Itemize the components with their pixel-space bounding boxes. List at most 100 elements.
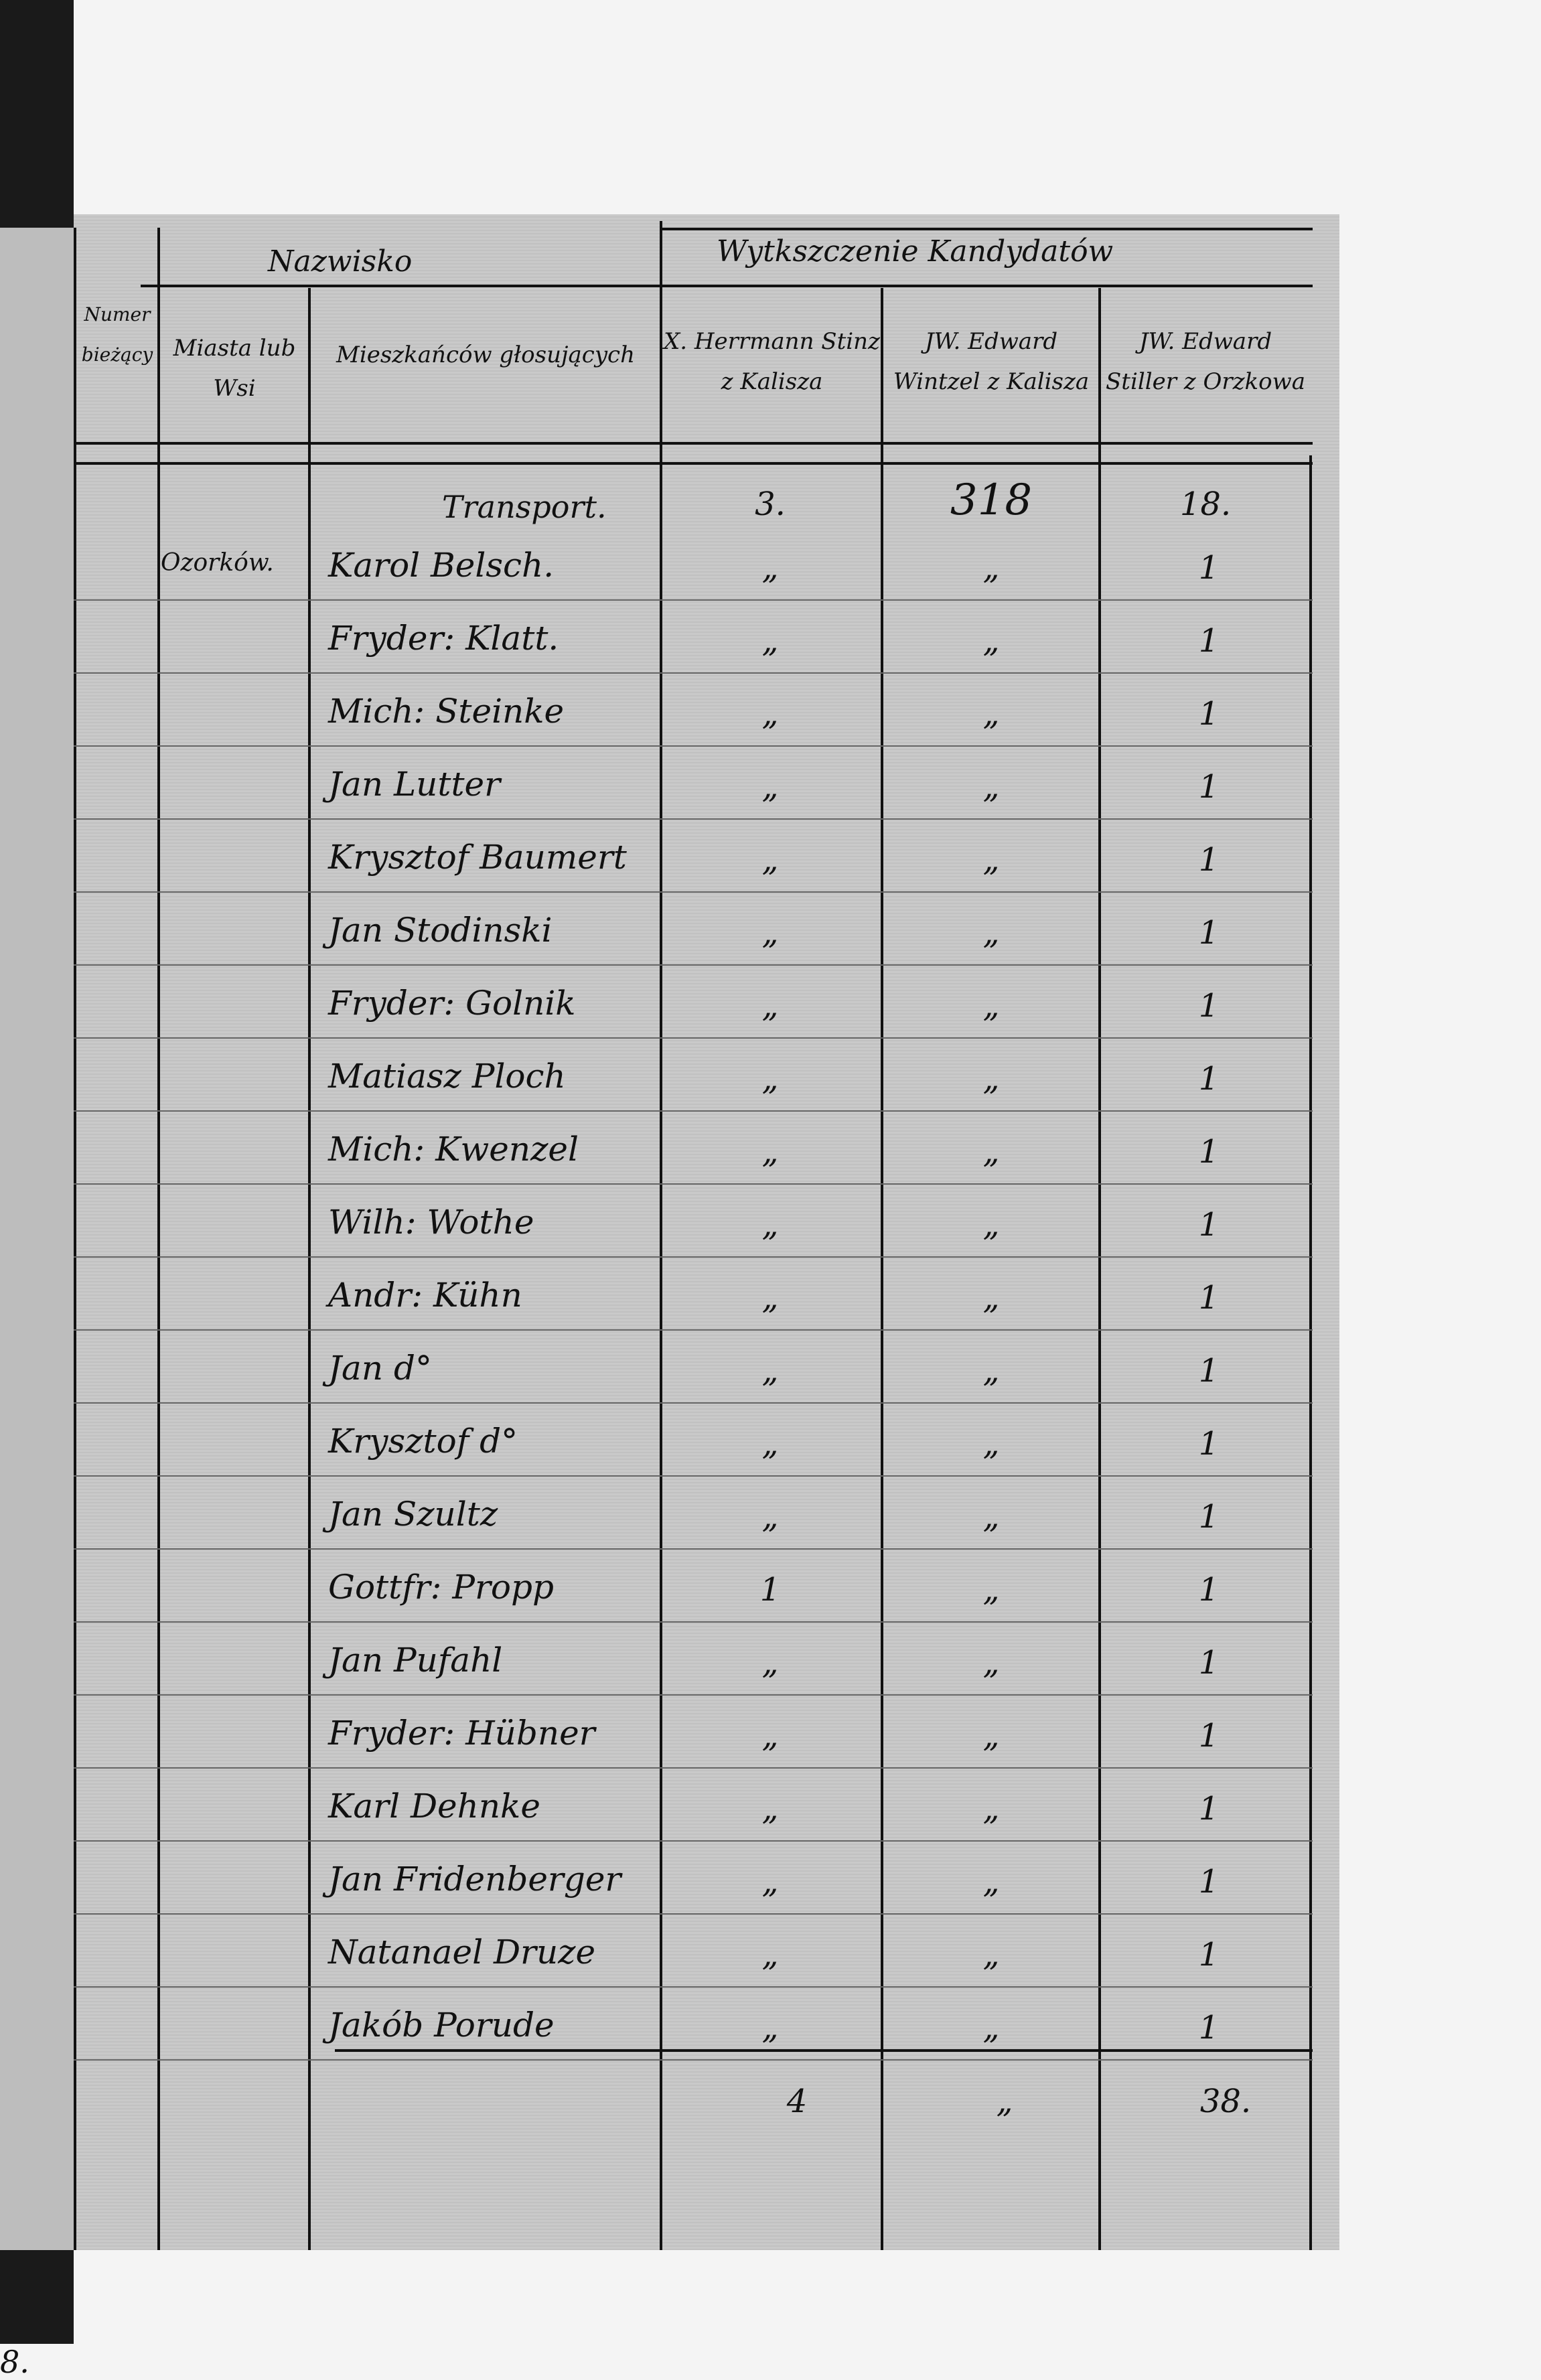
- total-value-3: 38.: [1199, 2083, 1252, 2120]
- resident-name: Jan Lutter: [328, 765, 501, 804]
- resident-name: Karol Belsch.: [328, 546, 555, 585]
- total-rule: [335, 2049, 1313, 2052]
- vote-cell: „: [761, 1352, 779, 1390]
- row-rule: [74, 1402, 1313, 1404]
- vote-cell: „: [982, 1133, 1000, 1171]
- resident-name: Fryder: Klatt.: [328, 619, 559, 658]
- resident-name: Karl Dehnke: [328, 1787, 540, 1826]
- row-rule: [74, 1329, 1313, 1331]
- previous-page-total: 8.: [0, 2344, 29, 2380]
- resident-name: Matiasz Ploch: [328, 1057, 566, 1096]
- vote-cell: „: [761, 987, 779, 1025]
- vote-cell: „: [982, 622, 1000, 660]
- vote-cell: 1: [1198, 1644, 1220, 1682]
- vote-cell: „: [982, 1279, 1000, 1317]
- column-line: [74, 228, 76, 2250]
- vote-cell: „: [982, 1863, 1000, 1901]
- resident-name: Jakób Porude: [328, 2006, 555, 2044]
- row-rule: [74, 1256, 1313, 1258]
- vote-cell: „: [982, 1060, 1000, 1098]
- row-rule: [74, 1767, 1313, 1769]
- vote-cell: „: [761, 1498, 779, 1536]
- transport-value-2: 318: [950, 475, 1033, 525]
- vote-cell: 1: [1198, 1863, 1220, 1901]
- vote-cell: „: [761, 1863, 779, 1901]
- column-line: [660, 221, 662, 2250]
- vote-cell: „: [761, 1060, 779, 1098]
- transport-value-1: 3.: [755, 486, 786, 523]
- column-line: [1098, 288, 1101, 2250]
- resident-name: Andr: Kühn: [328, 1276, 522, 1315]
- row-rule: [74, 1037, 1313, 1039]
- total-value-1: 4: [786, 2083, 808, 2120]
- resident-name: Natanael Druze: [328, 1933, 596, 1972]
- row-rule: [74, 599, 1313, 601]
- resident-name: Jan Fridenberger: [328, 1860, 621, 1899]
- vote-cell: „: [761, 1644, 779, 1682]
- row-rule: [74, 1183, 1313, 1185]
- vote-cell: 1: [1198, 549, 1220, 587]
- vote-cell: „: [761, 1790, 779, 1828]
- resident-name: Fryder: Golnik: [328, 984, 576, 1023]
- vote-cell: „: [982, 1644, 1000, 1682]
- vote-cell: „: [761, 695, 779, 733]
- transport-value-3: 18.: [1179, 486, 1232, 523]
- vote-cell: „: [982, 1936, 1000, 1974]
- vote-cell: „: [761, 1936, 779, 1974]
- vote-cell: 1: [1198, 1790, 1220, 1828]
- resident-name: Gottfr: Propp: [328, 1568, 555, 1607]
- vote-cell: 1: [1198, 914, 1220, 952]
- row-rule: [74, 672, 1313, 674]
- resident-name: Jan Pufahl: [328, 1641, 503, 1680]
- header-place: Miasta lub Wsi: [173, 335, 296, 402]
- header-votes-group: Wytkszczenie Kandydatów: [717, 234, 1114, 269]
- header-number: Numer bieżący: [81, 303, 153, 366]
- vote-cell: „: [761, 1206, 779, 1244]
- row-rule: [74, 1694, 1313, 1696]
- resident-name: Wilh: Wothe: [328, 1203, 534, 1242]
- vote-cell: „: [982, 1206, 1000, 1244]
- vote-cell: „: [982, 1717, 1000, 1755]
- vote-cell: 1: [1198, 1936, 1220, 1974]
- vote-cell: 1: [1198, 2009, 1220, 2047]
- vote-cell: „: [761, 914, 779, 952]
- vote-cell: 1: [1198, 1571, 1220, 1609]
- vote-cell: „: [982, 914, 1000, 952]
- vote-cell: 1: [1198, 841, 1220, 879]
- vote-cell: 1: [1198, 1425, 1220, 1463]
- row-rule: [74, 1548, 1313, 1550]
- vote-cell: „: [761, 1425, 779, 1463]
- resident-name: Mich: Kwenzel: [328, 1130, 579, 1169]
- row-rule: [74, 1621, 1313, 1623]
- vote-cell: 1: [1198, 1206, 1220, 1244]
- header-candidate-1: X. Herrmann Stinz z Kalisza: [664, 328, 880, 395]
- row-rule: [74, 964, 1313, 966]
- row-rule: [74, 1913, 1313, 1915]
- vote-cell: „: [982, 1498, 1000, 1536]
- row-rule: [74, 1110, 1313, 1112]
- header-rule: [660, 228, 1313, 230]
- column-line: [308, 288, 311, 2250]
- column-line: [1309, 455, 1312, 2250]
- resident-name: Krysztof Baumert: [328, 838, 627, 877]
- row-rule: [74, 891, 1313, 893]
- row-rule: [74, 1840, 1313, 1842]
- vote-cell: „: [982, 841, 1000, 879]
- vote-cell: „: [761, 1717, 779, 1755]
- vote-cell: 1: [1198, 695, 1220, 733]
- resident-name: Jan Szultz: [328, 1495, 498, 1534]
- vote-cell: „: [761, 768, 779, 806]
- vote-cell: „: [761, 1279, 779, 1317]
- header-candidate-3: JW. Edward Stiller z Orzkowa: [1106, 328, 1305, 395]
- vote-cell: „: [761, 549, 779, 587]
- row-rule: [74, 1475, 1313, 1477]
- vote-cell: „: [982, 695, 1000, 733]
- vote-cell: „: [982, 1790, 1000, 1828]
- vote-cell: „: [982, 549, 1000, 587]
- vote-cell: „: [761, 1133, 779, 1171]
- vote-cell: 1: [1198, 1060, 1220, 1098]
- vote-cell: 1: [1198, 1133, 1220, 1171]
- place-name: Ozorków.: [161, 549, 274, 577]
- vote-cell: 1: [1198, 1279, 1220, 1317]
- register-page: [74, 214, 1339, 2250]
